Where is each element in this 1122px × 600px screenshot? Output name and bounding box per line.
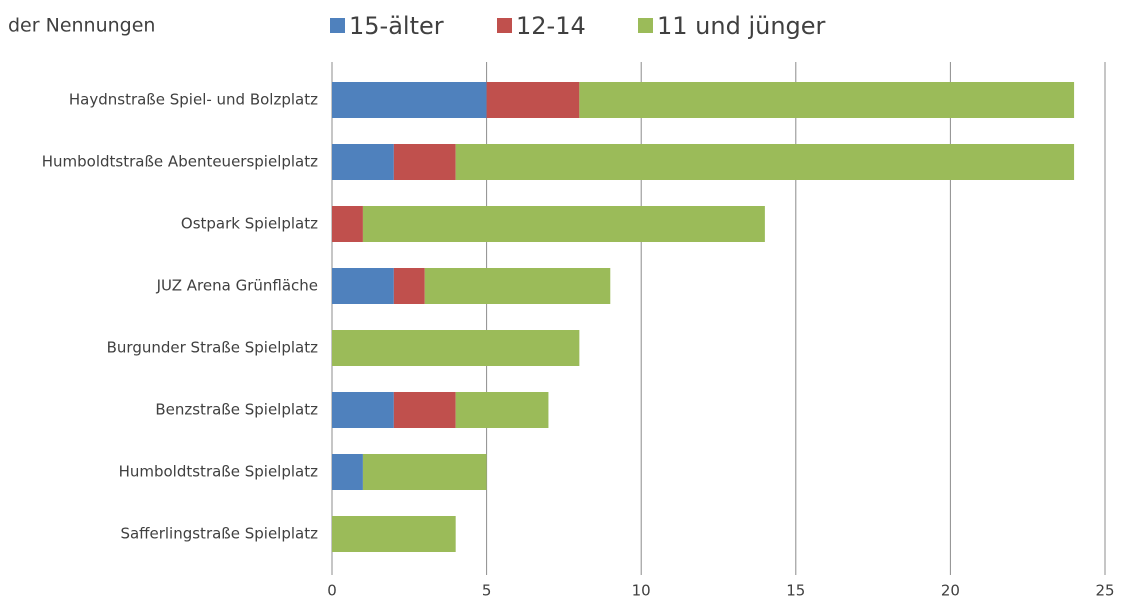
bar-segment bbox=[332, 268, 394, 304]
legend-swatch bbox=[638, 18, 653, 33]
bar-segment bbox=[332, 144, 394, 180]
legend-label: 11 und jünger bbox=[657, 12, 826, 40]
x-tick-label: 5 bbox=[482, 582, 492, 600]
bar-segment bbox=[362, 206, 765, 242]
legend-label: 15-älter bbox=[349, 12, 444, 40]
x-tick-label: 0 bbox=[327, 582, 337, 600]
legend-label: 12-14 bbox=[516, 12, 586, 40]
bar-segment bbox=[332, 82, 487, 118]
bar-segment bbox=[332, 516, 456, 552]
bar-segment bbox=[332, 206, 363, 242]
x-tick-label: 15 bbox=[786, 582, 805, 600]
bar-segment bbox=[362, 454, 487, 490]
bar-segment bbox=[393, 144, 456, 180]
legend-swatch bbox=[330, 18, 345, 33]
y-tick-label: Burgunder Straße Spielplatz bbox=[107, 339, 318, 357]
bar-segment bbox=[332, 330, 580, 366]
legend-swatch bbox=[497, 18, 512, 33]
y-tick-label: Benzstraße Spielplatz bbox=[155, 401, 318, 419]
x-tick-label: 20 bbox=[941, 582, 960, 600]
bar-segment bbox=[455, 392, 549, 428]
x-tick-label: 25 bbox=[1095, 582, 1114, 600]
bar-segment bbox=[486, 82, 580, 118]
subtitle: der Nennungen bbox=[8, 15, 155, 37]
bar-segment bbox=[579, 82, 1075, 118]
bar-segment bbox=[332, 392, 394, 428]
y-tick-label: Haydnstraße Spiel- und Bolzplatz bbox=[69, 91, 318, 109]
bar-segment bbox=[393, 392, 456, 428]
x-tick-label: 10 bbox=[632, 582, 651, 600]
bar-segment bbox=[393, 268, 425, 304]
y-tick-label: Humboldtstraße Spielplatz bbox=[119, 463, 319, 481]
bar-segment bbox=[332, 454, 363, 490]
bar-segment bbox=[455, 144, 1075, 180]
y-tick-label: Ostpark Spielplatz bbox=[181, 215, 318, 233]
y-tick-label: Humboldtstraße Abenteuerspielplatz bbox=[42, 153, 318, 171]
bar-segment bbox=[424, 268, 611, 304]
y-tick-label: Safferlingstraße Spielplatz bbox=[120, 525, 318, 543]
y-tick-label: JUZ Arena Grünfläche bbox=[156, 277, 318, 295]
